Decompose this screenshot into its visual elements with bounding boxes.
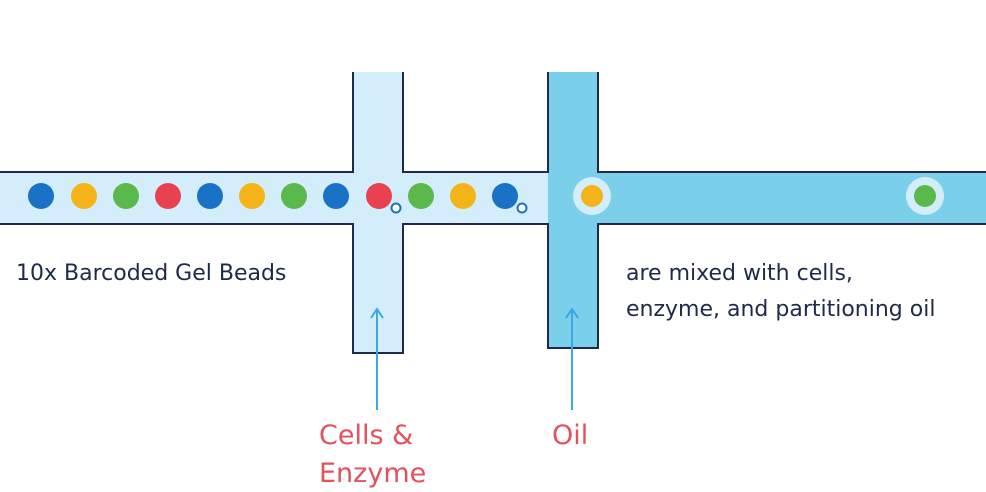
wall-top-right	[597, 72, 986, 173]
arrows	[370, 307, 579, 410]
droplets	[573, 177, 944, 215]
channel-walls	[0, 72, 986, 354]
gel-bead-yellow	[450, 183, 476, 209]
mixed-label-line-1: are mixed with cells,	[626, 261, 853, 286]
cells-enzyme-label-line-1: Cells &	[319, 420, 413, 451]
droplet-bead	[581, 185, 603, 207]
gel-beads	[28, 183, 518, 209]
droplet-bead	[914, 185, 936, 207]
gel-bead-red	[366, 183, 392, 209]
gel-bead-blue	[323, 183, 349, 209]
gel-bead-blue	[28, 183, 54, 209]
mixed-label-line-2: enzyme, and partitioning oil	[626, 297, 935, 322]
gel-bead-green	[408, 183, 434, 209]
wall-bottom-left	[0, 223, 986, 354]
gel-bead-red	[155, 183, 181, 209]
gel-bead-yellow	[71, 183, 97, 209]
beads-label: 10x Barcoded Gel Beads	[16, 261, 286, 286]
cells-enzyme-label-line-2: Enzyme	[319, 458, 426, 489]
oil-label: Oil	[552, 420, 588, 451]
droplet-yellow	[573, 177, 611, 215]
gel-bead-blue	[197, 183, 223, 209]
oil-arrow	[565, 307, 579, 410]
cell	[390, 202, 402, 214]
gel-bead-yellow	[239, 183, 265, 209]
gel-bead-green	[281, 183, 307, 209]
cells-enzyme-arrow	[370, 307, 384, 410]
gel-bead-green	[113, 183, 139, 209]
cell	[516, 202, 528, 214]
droplet-green	[906, 177, 944, 215]
gel-bead-blue	[492, 183, 518, 209]
cells	[390, 202, 528, 214]
wall-top-left	[0, 72, 354, 173]
wall-top-middle	[402, 72, 549, 173]
